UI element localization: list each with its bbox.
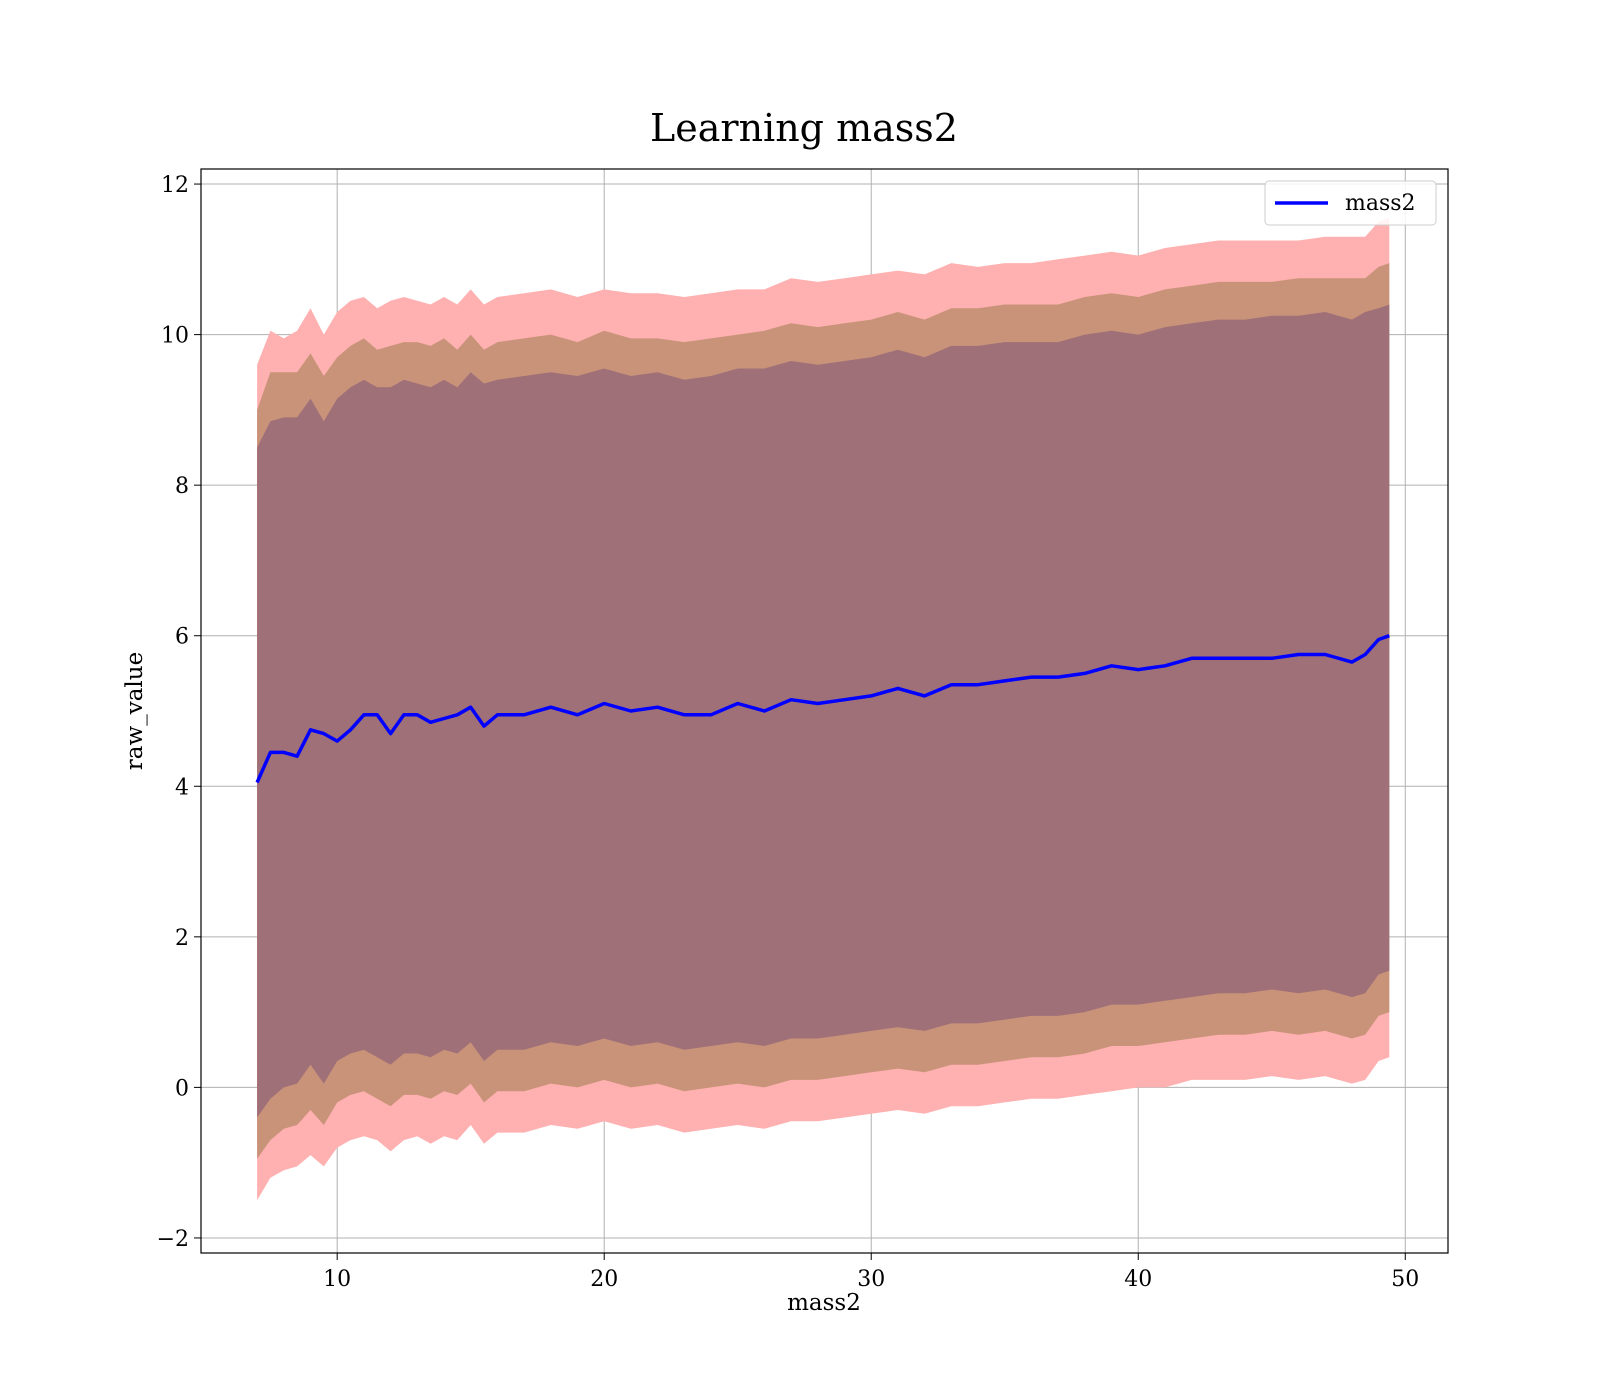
inner-band — [257, 304, 1390, 1118]
series-line-mass2 — [255, 634, 1390, 784]
x-axis-label: mass2 — [787, 1290, 861, 1316]
x-tick-label: 50 — [1391, 1267, 1419, 1292]
y-tick-label: 0 — [175, 1076, 189, 1101]
axis-ticks: 10 20 30 40 50 −2 0 2 4 6 8 10 12 — [157, 173, 1420, 1292]
x-tick-label: 30 — [857, 1267, 885, 1292]
plot-frame — [200, 168, 1449, 1254]
confidence-bands — [257, 217, 1390, 1201]
series-lines — [255, 634, 1390, 784]
legend-box — [1264, 180, 1437, 226]
chart-title: Learning mass2 — [650, 106, 958, 150]
y-tick-label: 2 — [175, 926, 189, 951]
y-axis-label: raw_value — [122, 652, 148, 770]
x-tick-label: 40 — [1124, 1267, 1152, 1292]
y-tick-label: 12 — [161, 173, 189, 198]
x-tick-label: 10 — [323, 1267, 351, 1292]
x-tick-label: 20 — [590, 1267, 618, 1292]
y-tick-label: 6 — [175, 625, 189, 650]
legend-label: mass2 — [1345, 191, 1416, 216]
legend: mass2 — [1264, 180, 1437, 226]
y-tick-label: 8 — [175, 474, 189, 499]
y-tick-label: 10 — [161, 324, 189, 349]
y-tick-label: 4 — [175, 775, 189, 800]
y-tick-label: −2 — [157, 1227, 189, 1252]
